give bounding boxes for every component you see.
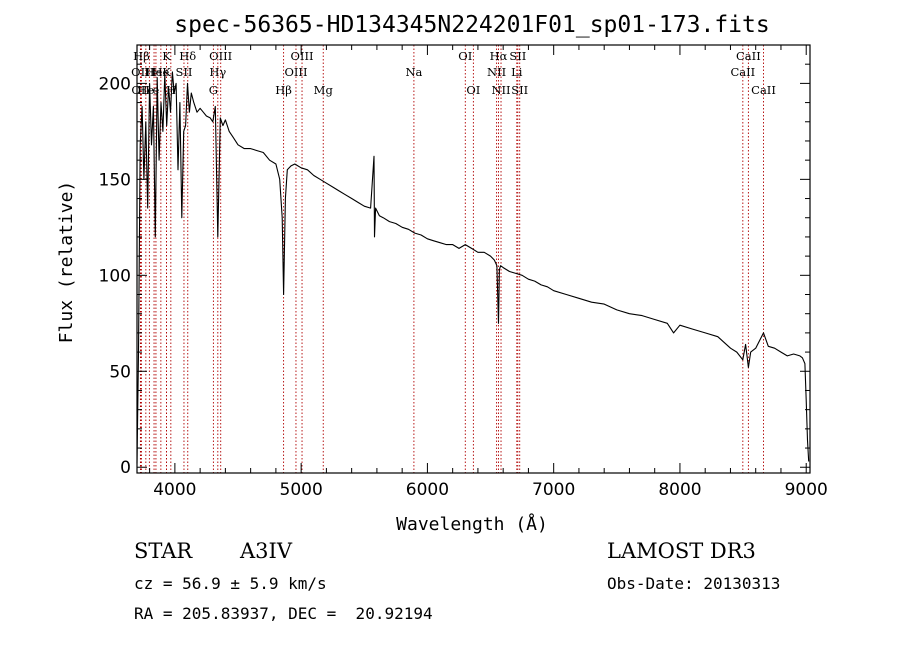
y-tick-label: 0 [120,458,131,478]
y-tick-label: 50 [109,362,131,382]
spectrum-line [136,71,810,464]
line-label-5: He [146,65,163,79]
line-label-31: CaII [751,83,776,97]
line-label-20: Na [405,65,422,79]
y-axis-label: Flux (relative) [56,181,77,344]
line-label-9: K [162,65,171,79]
chart-title: spec-56365-HD134345N224201F01_sp01-173.f… [174,12,769,38]
object-subclass: A3IV [240,539,292,563]
survey-name: LAMOST DR3 [607,539,756,563]
x-tick-label: 4000 [153,480,196,500]
observation-date: Obs-Date: 20130313 [607,574,781,593]
line-label-29: CaII [736,49,761,63]
line-label-19: Mg [314,83,334,97]
redshift-velocity: cz = 56.9 ± 5.9 km/s [134,574,327,593]
line-label-16: Hβ [275,83,292,97]
line-label-6: e [153,83,160,97]
y-tick-label: 200 [99,74,131,94]
line-label-14: Hγ [209,65,226,79]
y-tick-label: 100 [99,266,131,286]
x-axis-label: Wavelength (Å) [396,513,548,535]
x-tick-label: 6000 [406,480,449,500]
line-label-2: OII [131,83,150,97]
line-label-10: H [166,83,176,97]
spectral-line-markers [139,45,764,473]
line-label-11: Hδ [179,49,196,63]
object-class: STAR [134,539,193,563]
line-label-30: CaII [730,65,755,79]
line-label-4: H [144,65,154,79]
line-label-22: OI [466,83,480,97]
plot-frame [136,44,811,474]
line-label-13: OIII [209,49,232,63]
x-tick-label: 9000 [785,480,828,500]
coordinates: RA = 205.83937, DEC = 20.92194 [134,604,433,623]
line-label-12: SII [175,65,192,79]
line-label-26: Li [511,65,523,79]
line-label-15: G [209,83,218,97]
line-label-24: SII [509,49,526,63]
line-label-27: NII [491,83,510,97]
x-tick-label: 7000 [532,480,575,500]
x-tick-label: 8000 [658,480,701,500]
line-label-21: OI [458,49,472,63]
line-label-28: SII [511,83,528,97]
line-label-23: Hα [490,49,508,63]
line-label-18: OIII [284,65,307,79]
line-label-0: Hβ [133,49,150,63]
axis-tick-labels: 4000 5000 6000 7000 8000 9000 0 50 100 150 200 [99,74,828,500]
axis-ticks [137,45,810,473]
line-label-7: K [162,49,171,63]
line-label-1: OII [131,65,150,79]
line-label-25: NII [487,65,506,79]
x-tick-label: 5000 [280,480,323,500]
line-label-17: OIII [290,49,313,63]
y-tick-label: 150 [99,170,131,190]
